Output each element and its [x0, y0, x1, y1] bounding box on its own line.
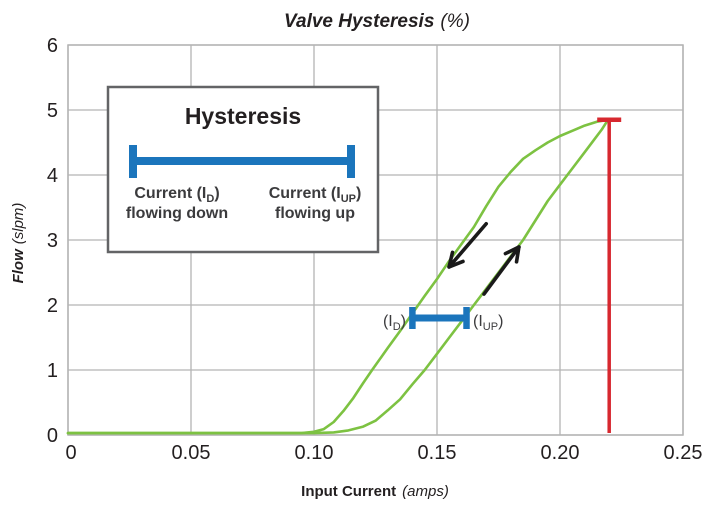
legend-left-pre: Current (I	[134, 185, 206, 202]
legend-box: Hysteresis Current (ID) flowing down Cur…	[106, 85, 380, 254]
x-axis-label: Input Current (amps)	[301, 483, 449, 500]
id-label-sub: D	[393, 321, 401, 333]
arrow-head-stroke	[447, 250, 455, 269]
legend-right-pre: Current (I	[269, 185, 341, 202]
chart-title-main: Valve Hysteresis	[284, 11, 434, 32]
x-tick-labels: 0 0.05 0.10 0.15 0.20 0.25	[65, 442, 702, 464]
id-point-label: (ID)	[383, 313, 406, 333]
plot-frame	[67, 44, 684, 436]
x-axis-label-main: Input Current	[301, 483, 396, 500]
x-tick-label: 0.10	[295, 442, 334, 464]
arrow-head-stroke	[514, 245, 521, 264]
x-tick-label: 0	[65, 442, 76, 464]
hysteresis-width-bar	[409, 307, 470, 329]
y-tick-label: 1	[47, 360, 58, 382]
legend-left-label-line1: Current (ID)	[134, 185, 219, 205]
chart-title: Valve Hysteresis (%)	[284, 11, 470, 32]
legend-left-label-line2: flowing down	[126, 205, 228, 222]
legend-right-post: )	[356, 185, 361, 202]
arrow-flow-increasing	[482, 245, 521, 296]
y-tick-label: 0	[47, 425, 58, 447]
y-tick-label: 5	[47, 100, 58, 122]
iup-point-label: (IUP)	[473, 313, 503, 333]
x-axis-label-unit: (amps)	[402, 483, 449, 500]
chart-title-unit: (%)	[440, 11, 470, 32]
legend-right-sub: UP	[341, 193, 356, 205]
legend-box-frame	[106, 85, 380, 254]
x-tick-label: 0.20	[541, 442, 580, 464]
y-tick-labels: 0 1 2 3 4 5 6	[47, 35, 58, 447]
y-tick-label: 6	[47, 35, 58, 57]
legend-title: Hysteresis	[185, 103, 301, 129]
iup-label-post: )	[498, 313, 503, 330]
y-axis-label-main: Flow	[10, 248, 27, 283]
iup-label-sub: UP	[483, 321, 498, 333]
legend-left-sub: D	[206, 193, 214, 205]
arrow-shaft	[448, 221, 489, 268]
y-axis-label: Flow (slpm)	[10, 203, 27, 284]
legend-right-label-line2: flowing up	[275, 205, 355, 222]
curve-flow-up	[66, 118, 610, 435]
x-tick-label: 0.25	[664, 442, 703, 464]
y-axis-label-unit: (slpm)	[10, 203, 27, 245]
iup-label-pre: (I	[473, 313, 483, 330]
arrow-flow-decreasing	[447, 221, 489, 269]
id-label-pre: (I	[383, 313, 393, 330]
curve-flow-down	[66, 118, 610, 435]
arrow-head-stroke	[447, 259, 465, 269]
x-tick-label: 0.05	[172, 442, 211, 464]
id-label-post: )	[401, 313, 406, 330]
y-tick-label: 4	[47, 165, 58, 187]
y-tick-label: 2	[47, 295, 58, 317]
legend-right-label-line1: Current (IUP)	[269, 185, 362, 205]
arrow-head-stroke	[503, 245, 521, 256]
y-tick-label: 3	[47, 230, 58, 252]
legend-left-post: )	[214, 185, 219, 202]
arrow-shaft	[482, 246, 520, 296]
x-tick-label: 0.15	[418, 442, 457, 464]
